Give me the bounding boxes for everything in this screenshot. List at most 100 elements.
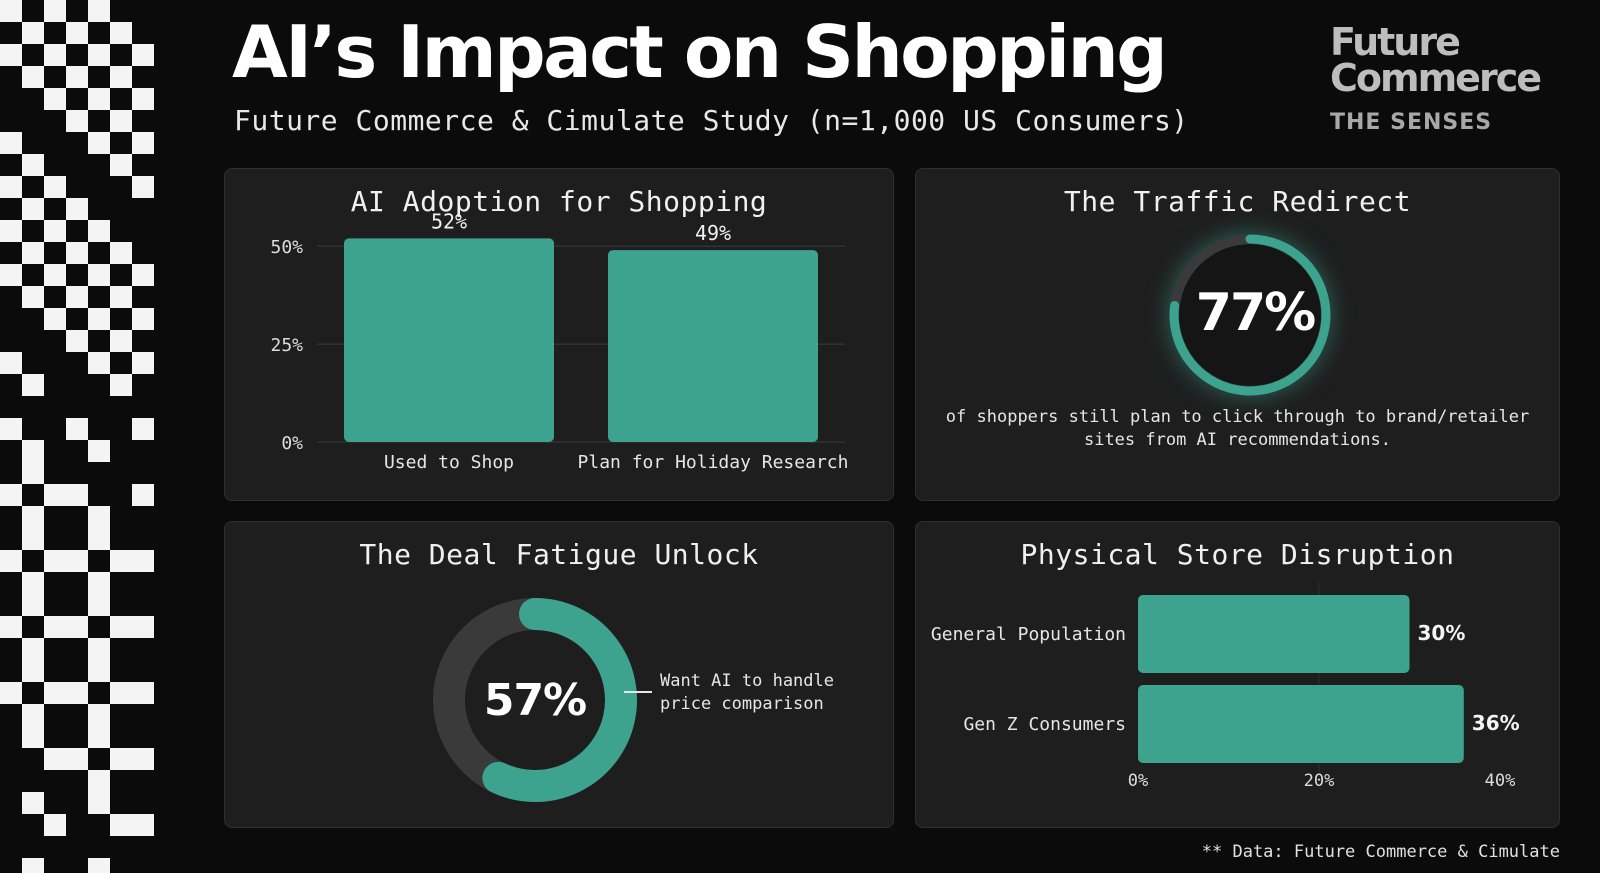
- checker-cell: [66, 682, 88, 704]
- checker-cell: [132, 264, 154, 286]
- traffic-card: The Traffic Redirect: [915, 168, 1560, 501]
- x-category-label: Used to Shop: [384, 452, 514, 473]
- checker-cell: [88, 572, 110, 594]
- y-category-label: General Population: [931, 624, 1126, 645]
- checker-cell: [88, 308, 110, 330]
- y-tick-label: 25%: [270, 335, 303, 356]
- y-tick-label: 50%: [270, 237, 303, 258]
- checker-cell: [22, 638, 44, 660]
- bar-1: [608, 250, 818, 442]
- checker-cell: [22, 660, 44, 682]
- checker-cell: [66, 66, 88, 88]
- checker-cell: [0, 616, 22, 638]
- checker-cell: [44, 220, 66, 242]
- checker-cell: [110, 286, 132, 308]
- x-tick-label: 20%: [1304, 771, 1335, 791]
- brand-line-3: THE SENSES: [1330, 110, 1493, 135]
- store-card: Physical Store Disruption General Popula…: [915, 521, 1560, 828]
- y-category-label: Gen Z Consumers: [963, 714, 1126, 735]
- checker-cell: [132, 88, 154, 110]
- deal-value: 57%: [483, 675, 587, 726]
- checker-cell: [88, 792, 110, 814]
- checker-cell: [88, 506, 110, 528]
- checker-cell: [110, 814, 132, 836]
- checker-cell: [110, 154, 132, 176]
- hbar-0: [1138, 595, 1410, 673]
- checkerboard-decoration: [0, 0, 160, 873]
- x-category-label: Plan for Holiday Research: [578, 452, 849, 473]
- checker-cell: [0, 352, 22, 374]
- checker-cell: [44, 264, 66, 286]
- checker-cell: [132, 814, 154, 836]
- checker-cell: [66, 286, 88, 308]
- checker-cell: [66, 110, 88, 132]
- checker-cell: [0, 132, 22, 154]
- checker-cell: [44, 176, 66, 198]
- store-bar-chart: General Population 30% Gen Z Consumers 36% 0…: [931, 582, 1520, 791]
- hbar-data-label: 36%: [1472, 711, 1520, 735]
- checker-cell: [22, 198, 44, 220]
- checker-cell: [22, 594, 44, 616]
- checker-cell: [88, 528, 110, 550]
- checker-cell: [132, 176, 154, 198]
- checker-cell: [0, 44, 22, 66]
- checker-cell: [22, 572, 44, 594]
- checker-cell: [88, 440, 110, 462]
- x-tick-label: 40%: [1485, 771, 1516, 791]
- checker-cell: [22, 154, 44, 176]
- checker-cell: [88, 704, 110, 726]
- checker-cell: [66, 198, 88, 220]
- checker-cell: [132, 352, 154, 374]
- data-source-footnote: ** Data: Future Commerce & Cimulate: [1201, 842, 1560, 862]
- checker-cell: [66, 22, 88, 44]
- checker-cell: [110, 374, 132, 396]
- checker-cell: [66, 242, 88, 264]
- traffic-chart-title: The Traffic Redirect: [1063, 185, 1412, 218]
- store-chart-title: Physical Store Disruption: [1020, 538, 1455, 571]
- traffic-description: of shoppers still plan to click through …: [945, 407, 1530, 450]
- checker-cell: [0, 264, 22, 286]
- checker-cell: [88, 132, 110, 154]
- adoption-chart-title: AI Adoption for Shopping: [350, 185, 768, 218]
- checker-cell: [88, 44, 110, 66]
- checker-cell: [132, 132, 154, 154]
- checker-cell: [132, 682, 154, 704]
- checker-cell: [132, 748, 154, 770]
- brand-line-2: Commerce: [1330, 56, 1542, 100]
- checker-cell: [44, 88, 66, 110]
- checker-cell: [66, 418, 88, 440]
- checker-cell: [66, 748, 88, 770]
- checker-cell: [0, 682, 22, 704]
- checker-cell: [44, 550, 66, 572]
- brand-line-1: Future: [1330, 20, 1461, 64]
- checker-cell: [44, 814, 66, 836]
- checker-cell: [110, 22, 132, 44]
- checker-cell: [88, 264, 110, 286]
- checker-cell: [44, 0, 66, 22]
- checker-cell: [110, 550, 132, 572]
- adoption-bar-chart: 0% 25% 50% 52% Used to Shop 49% Plan for Holid…: [270, 209, 849, 473]
- page-title: AI’s Impact on Shopping: [232, 10, 1168, 94]
- checker-cell: [110, 242, 132, 264]
- checker-cell: [132, 418, 154, 440]
- checker-cell: [44, 682, 66, 704]
- checker-cell: [22, 22, 44, 44]
- checker-cell: [88, 858, 110, 873]
- checker-cell: [88, 352, 110, 374]
- checker-cell: [22, 462, 44, 484]
- checker-cell: [88, 638, 110, 660]
- page-subtitle: Future Commerce & Cimulate Study (n=1,00…: [234, 104, 1189, 137]
- checker-cell: [22, 726, 44, 748]
- checker-cell: [22, 374, 44, 396]
- hbar-1: [1138, 685, 1464, 763]
- checker-cell: [110, 748, 132, 770]
- checker-cell: [110, 110, 132, 132]
- checker-cell: [0, 550, 22, 572]
- checker-cell: [88, 660, 110, 682]
- checker-cell: [22, 704, 44, 726]
- checker-cell: [88, 726, 110, 748]
- checker-cell: [0, 484, 22, 506]
- traffic-value: 77%: [1195, 283, 1316, 343]
- checker-cell: [44, 484, 66, 506]
- checker-cell: [66, 330, 88, 352]
